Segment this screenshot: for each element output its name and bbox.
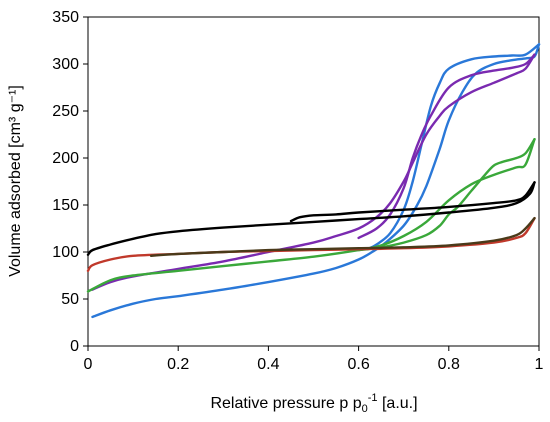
isotherm-desorption-line bbox=[357, 138, 536, 252]
y-tick-label: 300 bbox=[52, 56, 79, 73]
x-tick-label: 0 bbox=[84, 356, 93, 373]
y-tick-label: 350 bbox=[52, 9, 79, 26]
y-tick-label: 50 bbox=[61, 291, 79, 308]
isotherm-desorption-line bbox=[357, 53, 536, 240]
isotherm-desorption-line bbox=[149, 217, 536, 257]
x-axis-title-main: Relative pressure p p bbox=[210, 395, 361, 412]
x-tick-label: 0.8 bbox=[438, 356, 460, 373]
x-axis-title-subscript: 0 bbox=[362, 403, 368, 415]
y-tick-label: 200 bbox=[52, 150, 79, 167]
isotherm-adsorption-line bbox=[91, 43, 541, 319]
x-tick-label: 1 bbox=[535, 356, 544, 373]
x-axis: 0 0.2 0.4 0.6 0.8 1 bbox=[84, 346, 544, 373]
series-layer bbox=[86, 43, 541, 319]
y-tick-label: 250 bbox=[52, 103, 79, 120]
x-tick-label: 0.2 bbox=[167, 356, 189, 373]
isotherm-adsorption-line bbox=[86, 181, 536, 256]
isotherm-adsorption-line bbox=[86, 138, 536, 293]
plot-frame bbox=[87, 16, 540, 347]
y-axis-title: Volume adsorbed [cm³ g⁻¹] bbox=[7, 85, 24, 277]
y-tick-label: 0 bbox=[70, 338, 79, 355]
y-axis: 0 50 100 150 200 250 300 350 bbox=[52, 9, 88, 355]
x-axis-title-unit: [a.u.] bbox=[378, 395, 418, 412]
isotherm-adsorption-line bbox=[91, 53, 536, 291]
x-axis-title-superscript: -1 bbox=[368, 392, 378, 404]
y-tick-label: 100 bbox=[52, 244, 79, 261]
x-tick-label: 0.6 bbox=[347, 356, 369, 373]
y-tick-label: 150 bbox=[52, 197, 79, 214]
x-tick-label: 0.4 bbox=[257, 356, 279, 373]
x-axis-title: Relative pressure p p0-1 [a.u.] bbox=[210, 392, 417, 415]
isotherm-desorption-line bbox=[366, 43, 541, 251]
isotherm-desorption-line bbox=[289, 181, 536, 223]
